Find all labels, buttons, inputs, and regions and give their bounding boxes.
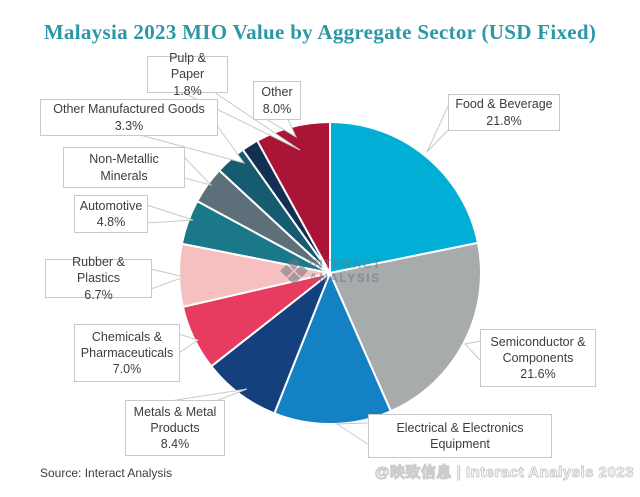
label-chemicals-pharmaceuticals: Chemicals & Pharmaceuticals 7.0%: [74, 324, 180, 382]
slice-pct: 7.0%: [112, 362, 142, 377]
slice-label: Rubber & Plastics: [72, 255, 125, 286]
slice-label: Automotive: [79, 198, 143, 213]
chart-title: Malaysia 2023 MIO Value by Aggregate Sec…: [43, 20, 597, 44]
label-non-metallic-minerals: Non-Metallic Minerals: [63, 147, 185, 188]
slice-label: Electrical & Electronics Equipment: [396, 420, 524, 451]
slice-pct: 21.6%: [520, 367, 556, 382]
slice-label: Other Manufactured Goods: [53, 102, 205, 117]
label-pulp-paper: Pulp & Paper 1.8%: [147, 51, 228, 98]
slice-label: Metals & Metal Products: [133, 404, 217, 435]
label-automotive: Automotive 4.8%: [74, 195, 148, 233]
watermark-line2: ANALYSIS: [309, 271, 381, 285]
slice-label: Non-Metallic Minerals: [89, 152, 159, 183]
slice-label: Other: [261, 85, 293, 100]
slice-pct: 8.0%: [262, 101, 292, 116]
slice-label: Chemicals & Pharmaceuticals: [80, 329, 174, 360]
watermark-line1: INTERACT: [309, 256, 382, 271]
label-food-beverage: Food & Beverage 21.8%: [448, 94, 560, 131]
slice-pct: 8.4%: [160, 437, 190, 452]
pie-slice-food-beverage: [329, 121, 479, 274]
slice-label: Food & Beverage: [455, 97, 553, 112]
label-electrical-electronics: Electrical & Electronics Equipment: [368, 414, 552, 458]
slice-label: Semiconductor & Components: [490, 334, 586, 365]
label-semiconductor-components: Semiconductor & Components 21.6%: [480, 329, 596, 387]
slice-label: Pulp & Paper: [169, 51, 206, 82]
label-other: Other 8.0%: [253, 81, 301, 120]
slice-pct: 21.8%: [486, 113, 522, 128]
slice-pct: 1.8%: [173, 83, 202, 98]
slice-pct: 3.3%: [114, 118, 144, 133]
slice-pct: 4.8%: [96, 215, 126, 229]
slice-pct: 6.7%: [84, 287, 113, 302]
label-metals-metal-products: Metals & Metal Products 8.4%: [125, 400, 225, 456]
pie-slice-electrical-electronics-equipment: [273, 272, 392, 425]
label-rubber-plastics: Rubber & Plastics 6.7%: [45, 255, 152, 302]
source-note: Source: Interact Analysis: [40, 466, 173, 480]
center-watermark: INTERACT ANALYSIS: [279, 256, 382, 286]
interact-analysis-logo-icon: [280, 257, 308, 285]
label-other-manufactured-goods: Other Manufactured Goods 3.3%: [40, 99, 218, 136]
bottom-right-watermark: @映致信息 | Interact Analysis 2023: [374, 464, 634, 482]
